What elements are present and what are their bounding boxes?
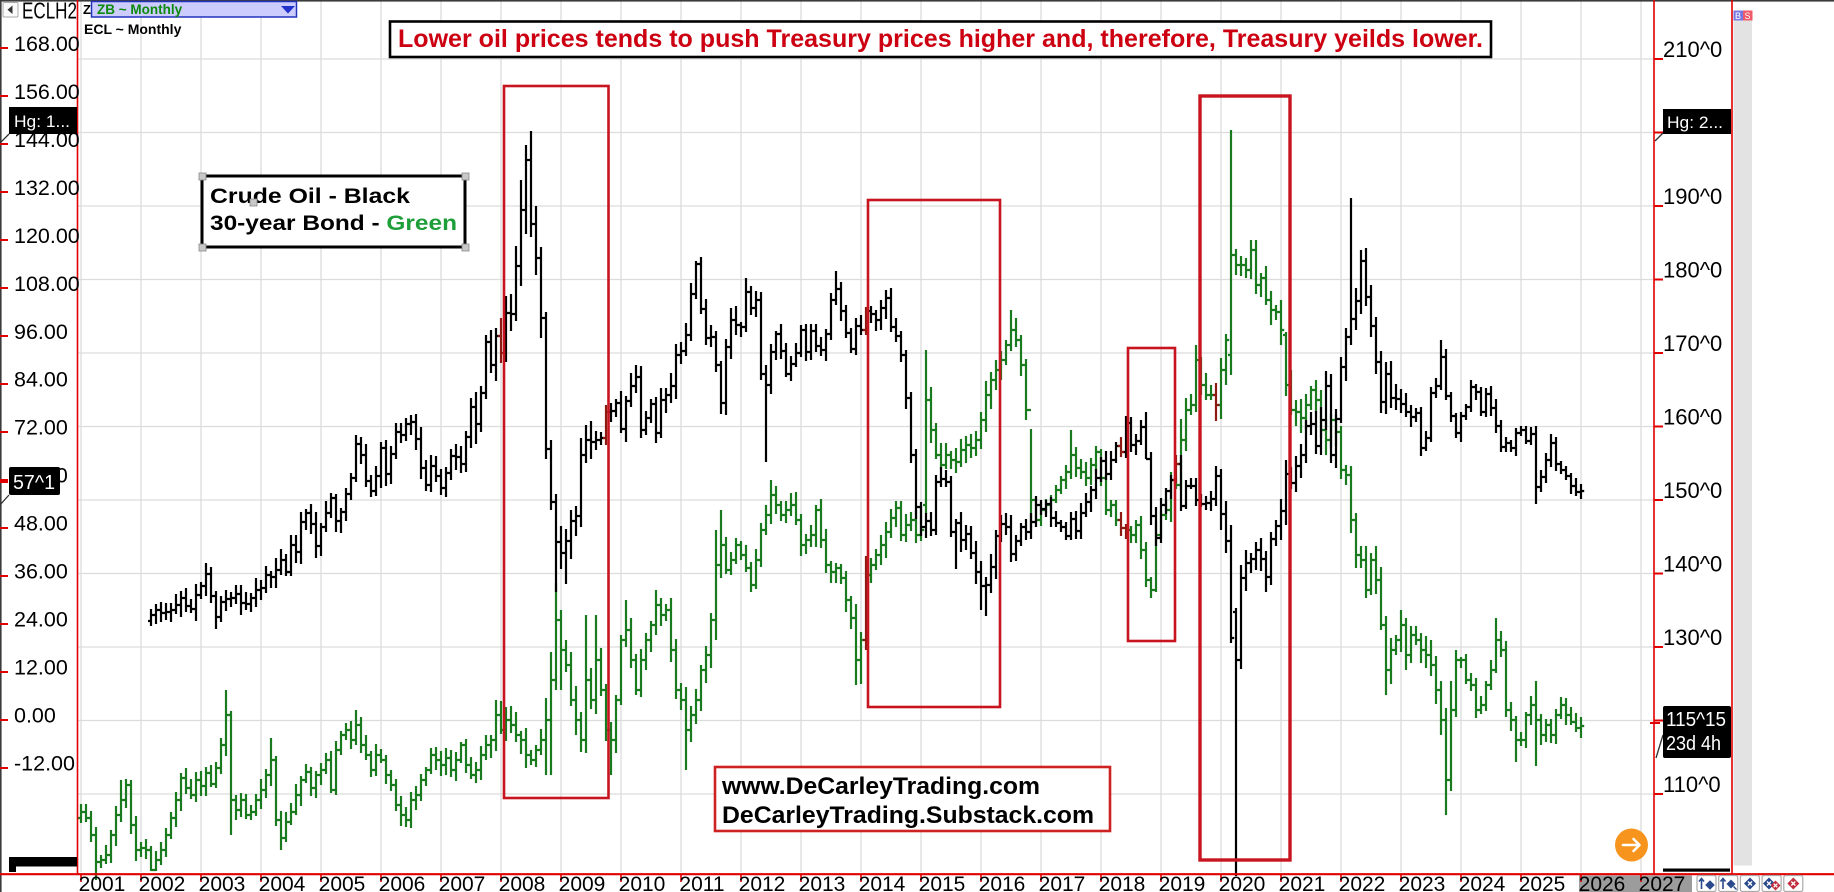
svg-text:2001: 2001: [79, 873, 126, 892]
svg-text:72.00: 72.00: [14, 416, 68, 440]
svg-text:2026: 2026: [1579, 873, 1626, 892]
svg-text:2002: 2002: [139, 873, 186, 892]
svg-text:2009: 2009: [559, 873, 606, 892]
svg-text:S: S: [1744, 11, 1750, 21]
svg-text:168.00: 168.00: [14, 32, 80, 56]
svg-text:ECLH2: ECLH2: [22, 0, 77, 24]
svg-text:ECL ~ Monthly: ECL ~ Monthly: [84, 21, 182, 37]
svg-text:2007: 2007: [439, 873, 486, 892]
svg-text:Crude Oil - Black: Crude Oil - Black: [210, 184, 410, 208]
svg-text:96.00: 96.00: [14, 320, 68, 344]
svg-text:2024: 2024: [1459, 873, 1506, 892]
svg-text:110^0: 110^0: [1663, 772, 1721, 797]
svg-text:2006: 2006: [379, 873, 426, 892]
svg-text:2014: 2014: [859, 873, 906, 892]
svg-text:140^0: 140^0: [1663, 552, 1722, 577]
svg-text:170^0: 170^0: [1663, 331, 1722, 356]
svg-text:180^0: 180^0: [1663, 258, 1722, 283]
svg-text:2012: 2012: [739, 873, 786, 892]
svg-text:2005: 2005: [319, 873, 366, 892]
svg-text:36.00: 36.00: [14, 560, 68, 584]
svg-text:156.00: 156.00: [14, 80, 80, 104]
svg-text:30-year Bond - Green: 30-year Bond - Green: [210, 211, 457, 235]
svg-text:Z: Z: [83, 2, 91, 17]
svg-text:2020: 2020: [1219, 873, 1266, 892]
svg-text:115^15: 115^15: [1666, 709, 1726, 731]
svg-text:57^1: 57^1: [13, 472, 55, 494]
svg-text:Hg: 2...: Hg: 2...: [1667, 113, 1723, 132]
svg-text:2015: 2015: [919, 873, 966, 892]
svg-text:2018: 2018: [1099, 873, 1146, 892]
svg-text:www.DeCarleyTrading.com: www.DeCarleyTrading.com: [721, 773, 1040, 800]
svg-text:2023: 2023: [1399, 873, 1446, 892]
svg-text:108.00: 108.00: [14, 272, 80, 296]
svg-text:130^0: 130^0: [1663, 625, 1722, 650]
svg-text:120.00: 120.00: [14, 224, 80, 248]
svg-text:2017: 2017: [1039, 873, 1086, 892]
svg-text:2019: 2019: [1159, 873, 1206, 892]
svg-text:2021: 2021: [1279, 873, 1326, 892]
svg-text:132.00: 132.00: [14, 176, 80, 200]
svg-text:2011: 2011: [679, 873, 724, 892]
svg-text:2016: 2016: [979, 873, 1026, 892]
svg-text:150^0: 150^0: [1663, 478, 1722, 503]
svg-text:B: B: [1735, 11, 1741, 21]
svg-text:24.00: 24.00: [14, 608, 68, 632]
svg-text:2003: 2003: [199, 873, 246, 892]
svg-text:2025: 2025: [1519, 873, 1566, 892]
svg-text:ZB ~ Monthly: ZB ~ Monthly: [97, 2, 183, 17]
svg-text:DeCarleyTrading.Substack.com: DeCarleyTrading.Substack.com: [722, 802, 1094, 829]
svg-text:2013: 2013: [799, 873, 846, 892]
svg-text:12.00: 12.00: [14, 656, 68, 680]
svg-text:Lower oil prices tends to push: Lower oil prices tends to push Treasury …: [398, 25, 1483, 53]
svg-text:84.00: 84.00: [14, 368, 68, 392]
svg-text:2010: 2010: [619, 873, 666, 892]
svg-text:2022: 2022: [1339, 873, 1386, 892]
svg-text:210^0: 210^0: [1663, 37, 1722, 62]
svg-text:2004: 2004: [259, 873, 306, 892]
svg-text:23d 4h: 23d 4h: [1666, 733, 1721, 755]
svg-text:0.00: 0.00: [14, 704, 56, 728]
svg-text:48.00: 48.00: [14, 512, 68, 536]
svg-text:Hg: 1...: Hg: 1...: [14, 112, 70, 131]
svg-text:2008: 2008: [499, 873, 546, 892]
svg-text:2027: 2027: [1639, 873, 1686, 892]
svg-text:160^0: 160^0: [1663, 405, 1722, 430]
svg-text:-12.00: -12.00: [14, 752, 75, 776]
svg-text:190^0: 190^0: [1663, 184, 1722, 209]
